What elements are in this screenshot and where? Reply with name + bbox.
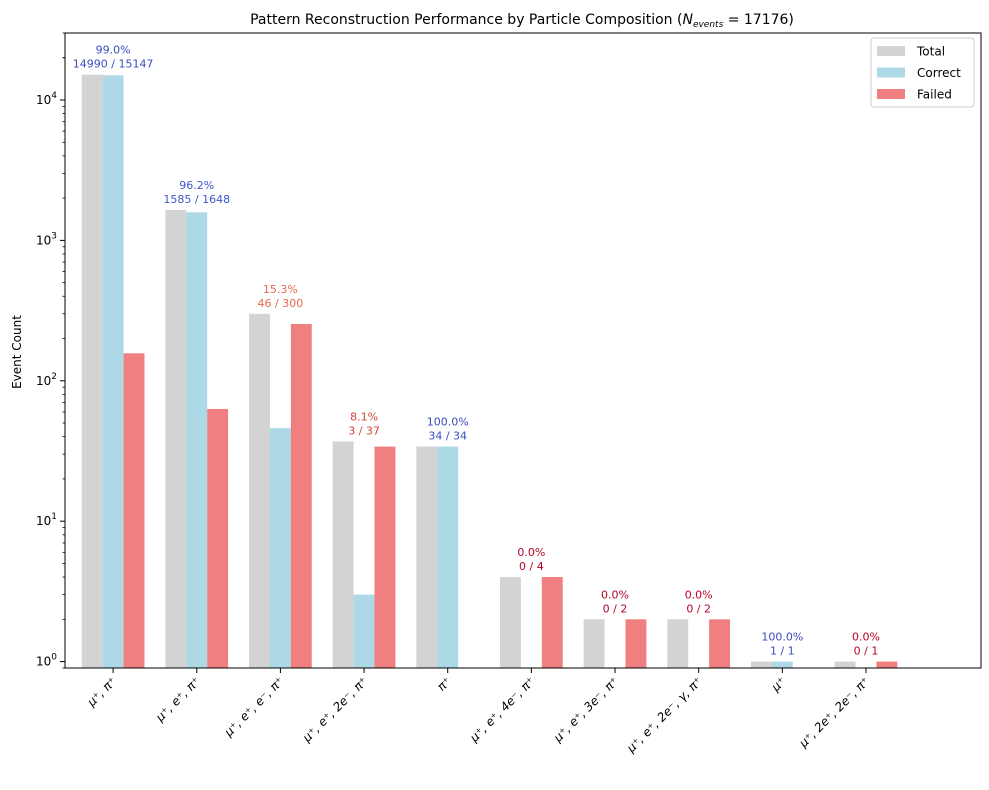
- y-axis: 100 101 102 103 104: [36, 32, 65, 669]
- bar-total-0: [81, 74, 103, 669]
- annotation-pct-6: 0.0%: [601, 588, 629, 601]
- annotation-pct-4: 100.0%: [427, 416, 469, 429]
- annotation-pct-8: 100.0%: [761, 631, 803, 644]
- bar-total-6: [583, 619, 605, 668]
- legend-swatch-total: [877, 46, 905, 56]
- bar-failed-6: [625, 619, 647, 668]
- bar-total-4: [416, 446, 438, 668]
- y-tick-label-1: 101: [36, 512, 57, 528]
- legend-swatch-correct: [877, 67, 905, 78]
- annotation-frac-8: 1 / 1: [770, 645, 795, 658]
- x-tick-label-4: π⁺: [434, 674, 453, 693]
- y-tick-label-4: 104: [36, 91, 57, 107]
- annotations-layer: 99.0%14990 / 15147 96.2%1585 / 1648 15.3%4…: [73, 44, 880, 658]
- x-axis: μ⁺, π⁺ μ⁺, e⁺, π⁺ μ⁺, e⁺, e⁻, π⁺ μ⁺, e⁺, 2e…: [84, 668, 872, 756]
- bars-layer: [81, 74, 898, 669]
- annotation-frac-7: 0 / 2: [686, 602, 711, 615]
- bar-failed-9: [876, 661, 898, 668]
- y-tick-label-2: 102: [36, 372, 57, 388]
- annotation-pct-3: 8.1%: [350, 410, 378, 423]
- bar-total-2: [249, 313, 270, 668]
- y-tick-label-3: 103: [36, 231, 57, 247]
- bar-correct-1: [186, 212, 208, 669]
- annotation-pct-7: 0.0%: [685, 588, 713, 601]
- x-tick-label-6: μ⁺, e⁺, 3e⁻, π⁺: [550, 674, 621, 745]
- annotation-frac-1: 1585 / 1648: [163, 193, 230, 206]
- annotation-pct-1: 96.2%: [179, 179, 214, 192]
- legend-label-total: Total: [916, 45, 945, 59]
- bar-correct-0: [102, 75, 124, 669]
- bar-total-7: [667, 619, 689, 668]
- bar-total-8: [750, 661, 772, 668]
- bar-total-9: [834, 661, 856, 668]
- bar-correct-2: [269, 428, 291, 668]
- x-tick-label-0: μ⁺, π⁺: [84, 674, 119, 709]
- chart-title: Pattern Reconstruction Performance by Pa…: [250, 12, 794, 30]
- bar-correct-8: [771, 661, 793, 668]
- legend: Total Correct Failed: [870, 37, 975, 108]
- annotation-frac-6: 0 / 2: [603, 602, 628, 615]
- legend-swatch-failed: [877, 89, 905, 99]
- bar-total-3: [332, 441, 354, 668]
- annotation-frac-3: 3 / 37: [348, 424, 380, 437]
- bar-failed-1: [207, 408, 229, 668]
- bar-correct-3: [353, 594, 375, 668]
- annotation-frac-9: 0 / 1: [854, 645, 879, 658]
- annotation-frac-0: 14990 / 15147: [73, 58, 154, 71]
- x-tick-label-1: μ⁺, e⁺, π⁺: [152, 674, 203, 725]
- x-tick-label-7: μ⁺, e⁺, 2e⁻, γ, π⁺: [623, 674, 704, 755]
- bar-total-1: [165, 209, 187, 669]
- x-tick-label-2: μ⁺, e⁺, e⁻, π⁺: [221, 674, 287, 740]
- plot-frame: [64, 32, 982, 669]
- y-tick-label-0: 100: [36, 653, 57, 669]
- x-tick-label-8: μ⁺: [768, 674, 788, 694]
- bar-correct-4: [437, 446, 459, 668]
- bar-failed-5: [541, 577, 563, 668]
- annotation-frac-2: 46 / 300: [258, 297, 304, 310]
- bar-failed-2: [290, 323, 312, 668]
- x-tick-label-9: μ⁺, 2e⁺, 2e⁻, π⁺: [796, 674, 872, 750]
- bar-failed-7: [709, 619, 731, 668]
- bar-failed-0: [123, 353, 145, 668]
- annotation-frac-4: 34 / 34: [428, 430, 467, 443]
- legend-label-correct: Correct: [917, 66, 961, 80]
- annotation-pct-9: 0.0%: [852, 631, 880, 644]
- x-tick-label-3: μ⁺, e⁺, 2e⁻, π⁺: [299, 674, 370, 745]
- x-tick-label-5: μ⁺, e⁺, 4e⁻, π⁺: [466, 674, 537, 745]
- annotation-pct-5: 0.0%: [517, 546, 545, 559]
- annotation-pct-0: 99.0%: [96, 44, 131, 57]
- annotation-pct-2: 15.3%: [263, 283, 298, 296]
- bar-total-5: [500, 577, 521, 668]
- bar-failed-3: [374, 446, 396, 668]
- y-axis-label: Event Count: [10, 315, 24, 389]
- annotation-frac-5: 0 / 4: [519, 560, 544, 573]
- legend-label-failed: Failed: [917, 88, 952, 102]
